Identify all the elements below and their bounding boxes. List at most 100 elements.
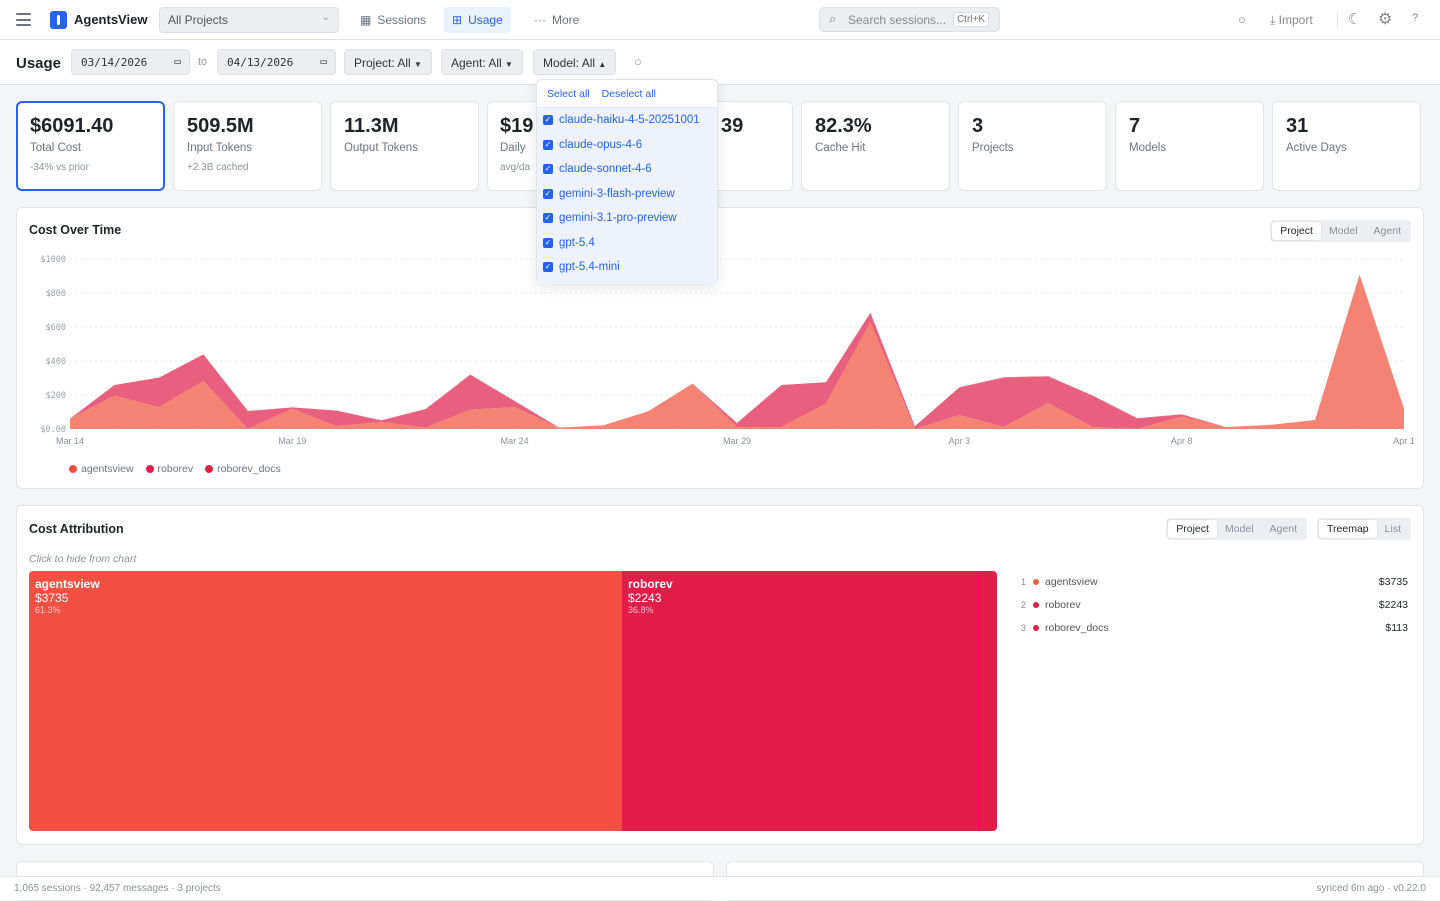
cell-name: roborev: [628, 577, 673, 591]
area-roborev[interactable]: [70, 274, 1404, 429]
calendar-icon: ▭: [320, 55, 327, 68]
model-option-label: gemini-3.1-pro-preview: [559, 212, 677, 225]
moon-icon[interactable]: ☾: [1348, 11, 1362, 28]
sync-icon[interactable]: ○: [1238, 12, 1246, 27]
nav-sessions[interactable]: ▦ Sessions: [352, 7, 434, 33]
model-option[interactable]: ✓ claude-haiku-4-5-20251001: [537, 108, 717, 133]
download-icon: ⤓: [1270, 13, 1279, 27]
stat-value: 3: [972, 115, 984, 137]
checkbox-checked-icon[interactable]: ✓: [543, 164, 553, 175]
tab-agent[interactable]: Agent: [1269, 523, 1297, 535]
row-name: roborev_docs: [1045, 622, 1109, 634]
attribution-row[interactable]: 2 roborev $2243: [1021, 599, 1408, 611]
model-option[interactable]: ✓ gpt-5.4-mini: [537, 255, 717, 280]
x-tick-label: Mar 19: [278, 436, 306, 446]
attribution-row[interactable]: 1 agentsview $3735: [1021, 576, 1408, 588]
select-all-button[interactable]: Select all: [547, 88, 590, 100]
legend-dot-icon: [205, 465, 214, 473]
stat-label: Models: [1129, 142, 1167, 154]
model-option-label: gemini-3-flash-preview: [559, 187, 675, 200]
stat-value: 7: [1129, 115, 1141, 137]
agent-filter[interactable]: Agent: All ▼: [441, 49, 523, 75]
footer-stats: 1,065 sessions · 92,457 messages · 3 pro…: [14, 883, 221, 894]
import-button[interactable]: ⤓ Import: [1270, 13, 1313, 28]
y-tick-label: $1000: [40, 255, 66, 265]
model-option[interactable]: ✓ gemini-3.1-pro-preview: [537, 206, 717, 231]
checkbox-checked-icon[interactable]: ✓: [543, 237, 553, 248]
stat-label: Projects: [972, 142, 1014, 154]
checkbox-checked-icon[interactable]: ✓: [543, 115, 553, 126]
legend-label: agentsview: [81, 463, 134, 475]
cell-pct: 36.8%: [628, 605, 654, 615]
more-icon: ···: [534, 13, 546, 27]
cell-name: agentsview: [35, 577, 100, 591]
model-filter-label: Model: All: [543, 56, 596, 70]
project-filter[interactable]: Project: All ▼: [344, 49, 432, 75]
cost-over-time-panel: Cost Over Time Project Model Agent $0.00 $2…: [16, 207, 1424, 489]
tab-project[interactable]: Project: [1168, 520, 1217, 538]
rank: 1: [1021, 577, 1027, 587]
attribution-row[interactable]: 3 roborev_docs $113: [1021, 622, 1408, 634]
checkbox-checked-icon[interactable]: ✓: [543, 139, 553, 150]
search-input[interactable]: ⌕ Search sessions... Ctrl+K: [819, 7, 1000, 32]
tab-list[interactable]: List: [1384, 523, 1401, 535]
legend-label: roborev: [157, 463, 194, 475]
nav-usage[interactable]: ⊞ Usage: [444, 7, 511, 33]
date-from-input[interactable]: 03/14/2026 ▭: [71, 49, 190, 75]
deselect-all-button[interactable]: Deselect all: [601, 88, 656, 100]
top-bar: AgentsView All Projects ⌄ ▦ Sessions ⊞ Usag…: [0, 0, 1440, 40]
tab-agent[interactable]: Agent: [1373, 225, 1401, 237]
model-option-label: gpt-5.4: [559, 236, 595, 249]
tab-treemap[interactable]: Treemap: [1319, 520, 1377, 538]
model-option-label: claude-sonnet-4-6: [559, 163, 652, 176]
page-title: Usage: [16, 55, 62, 72]
treemap-cell[interactable]: agentsview $3735 61.3%: [29, 571, 623, 831]
nav-more[interactable]: ··· More: [526, 7, 587, 33]
checkbox-checked-icon[interactable]: ✓: [543, 188, 553, 199]
menu-icon[interactable]: [16, 13, 31, 26]
project-select[interactable]: All Projects ⌄: [159, 7, 339, 33]
date-to-input[interactable]: 04/13/2026 ▭: [217, 49, 336, 75]
stat-value: 82.3%: [815, 115, 872, 137]
help-button[interactable]: ?: [1412, 12, 1419, 24]
treemap-cell[interactable]: [978, 571, 997, 831]
stat-value: 509.5M: [187, 115, 254, 137]
model-option[interactable]: ✓ gpt-5.4: [537, 231, 717, 256]
cell-cost: $3735: [35, 591, 69, 605]
y-tick-label: $200: [46, 391, 66, 401]
row-cost: $113: [1385, 622, 1408, 634]
area-agentsview[interactable]: [70, 274, 1404, 429]
gear-icon[interactable]: ⚙: [1378, 11, 1393, 28]
caret-down-icon: ▼: [505, 60, 513, 69]
legend-item[interactable]: roborev: [145, 463, 194, 475]
color-dot-icon: [1033, 579, 1039, 585]
y-tick-label: $0.00: [40, 425, 66, 435]
legend-item[interactable]: agentsview: [69, 463, 134, 475]
nav-label: More: [552, 13, 580, 27]
rank: 3: [1021, 623, 1027, 633]
model-option[interactable]: ✓ claude-opus-4-6: [537, 133, 717, 158]
stat-card: 11.3M Output Tokens: [330, 101, 479, 191]
tab-model[interactable]: Model: [1224, 523, 1254, 535]
model-option[interactable]: ✓ gemini-3-flash-preview: [537, 182, 717, 207]
row-cost: $2243: [1378, 599, 1408, 611]
stat-card[interactable]: $6091.40 Total Cost -34% vs prior: [16, 101, 165, 191]
stat-value: 39: [721, 115, 744, 137]
x-tick-label: Mar 29: [723, 436, 751, 446]
tab-model[interactable]: Model: [1328, 225, 1358, 237]
refresh-icon[interactable]: ○: [634, 54, 642, 69]
model-filter[interactable]: Model: All ▲: [533, 49, 617, 75]
treemap-cell[interactable]: roborev $2243 36.8%: [622, 571, 978, 831]
y-tick-label: $400: [46, 357, 66, 367]
model-option-label: claude-haiku-4-5-20251001: [559, 114, 700, 127]
legend-dot-icon: [145, 465, 154, 473]
tab-project[interactable]: Project: [1272, 222, 1321, 240]
model-option[interactable]: ✓ claude-sonnet-4-6: [537, 157, 717, 182]
legend-item[interactable]: roborev_docs: [205, 463, 281, 475]
checkbox-checked-icon[interactable]: ✓: [543, 262, 553, 273]
area-roborev_docs[interactable]: [70, 274, 1404, 428]
checkbox-checked-icon[interactable]: ✓: [543, 213, 553, 224]
app-logo-icon: [50, 11, 67, 29]
search-icon: ⌕: [829, 11, 837, 26]
stat-label: Active Days: [1286, 142, 1347, 154]
